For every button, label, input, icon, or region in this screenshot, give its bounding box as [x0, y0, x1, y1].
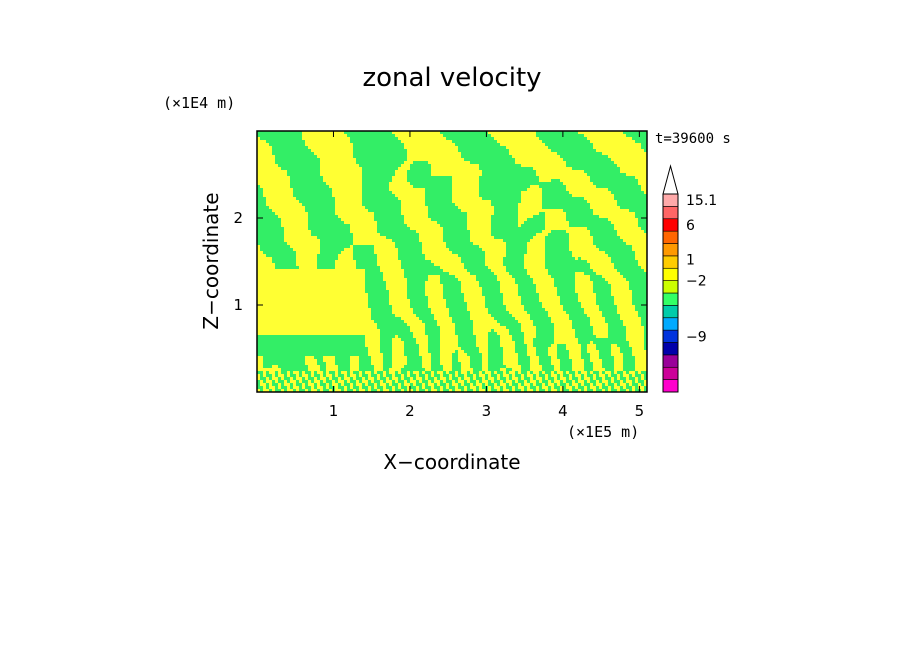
y-tick-label-0: 1: [233, 296, 243, 314]
colorbar-level-2: [662, 354, 679, 368]
x-tick-label-3: 4: [558, 402, 568, 420]
colorbar-overflow-arrow: [662, 164, 679, 195]
x-axis-unit: (×1E5 m): [567, 423, 639, 441]
x-tick-label-0: 1: [329, 402, 339, 420]
colorbar-level-11: [662, 243, 679, 257]
plot-area: [256, 130, 648, 393]
colorbar-level-0: [662, 379, 679, 393]
colorbar-label-3: −2: [686, 274, 707, 290]
x-axis-ticks: 1 2 3 4 5: [329, 131, 644, 420]
colorbar-level-15: [662, 193, 679, 207]
y-tick-label-1: 2: [233, 209, 243, 227]
colorbar-level-13: [662, 218, 679, 232]
colorbar-level-12: [662, 230, 679, 244]
colorbar: 15.1 6 1 −2 −9: [662, 164, 717, 393]
x-tick-label-2: 3: [482, 402, 492, 420]
colorbar-label-2: 1: [686, 253, 695, 269]
colorbar-level-6: [662, 305, 679, 319]
x-tick-label-4: 5: [635, 402, 645, 420]
x-axis-label: X−coordinate: [383, 450, 520, 474]
colorbar-level-3: [662, 342, 679, 356]
x-tick-label-1: 2: [405, 402, 415, 420]
colorbar-level-5: [662, 317, 679, 331]
colorbar-frame: [662, 193, 679, 393]
colorbar-level-10: [662, 255, 679, 269]
time-label: t=39600 s: [655, 131, 731, 147]
y-axis-unit: (×1E4 m): [163, 94, 235, 112]
colorbar-level-9: [662, 267, 679, 281]
colorbar-label-4: −9: [686, 329, 707, 345]
colorbar-level-1: [662, 366, 679, 380]
colorbar-level-4: [662, 329, 679, 343]
chart-title: zonal velocity: [362, 63, 541, 93]
y-axis-ticks: 12: [233, 209, 647, 314]
y-axis-label: Z−coordinate: [199, 192, 223, 329]
colorbar-level-14: [662, 206, 679, 220]
colorbar-level-8: [662, 280, 679, 294]
plot-frame: [256, 130, 648, 393]
velocity-field: [257, 131, 647, 392]
colorbar-label-1: 6: [686, 218, 695, 234]
colorbar-level-7: [662, 292, 679, 306]
colorbar-label-0: 15.1: [686, 193, 717, 209]
